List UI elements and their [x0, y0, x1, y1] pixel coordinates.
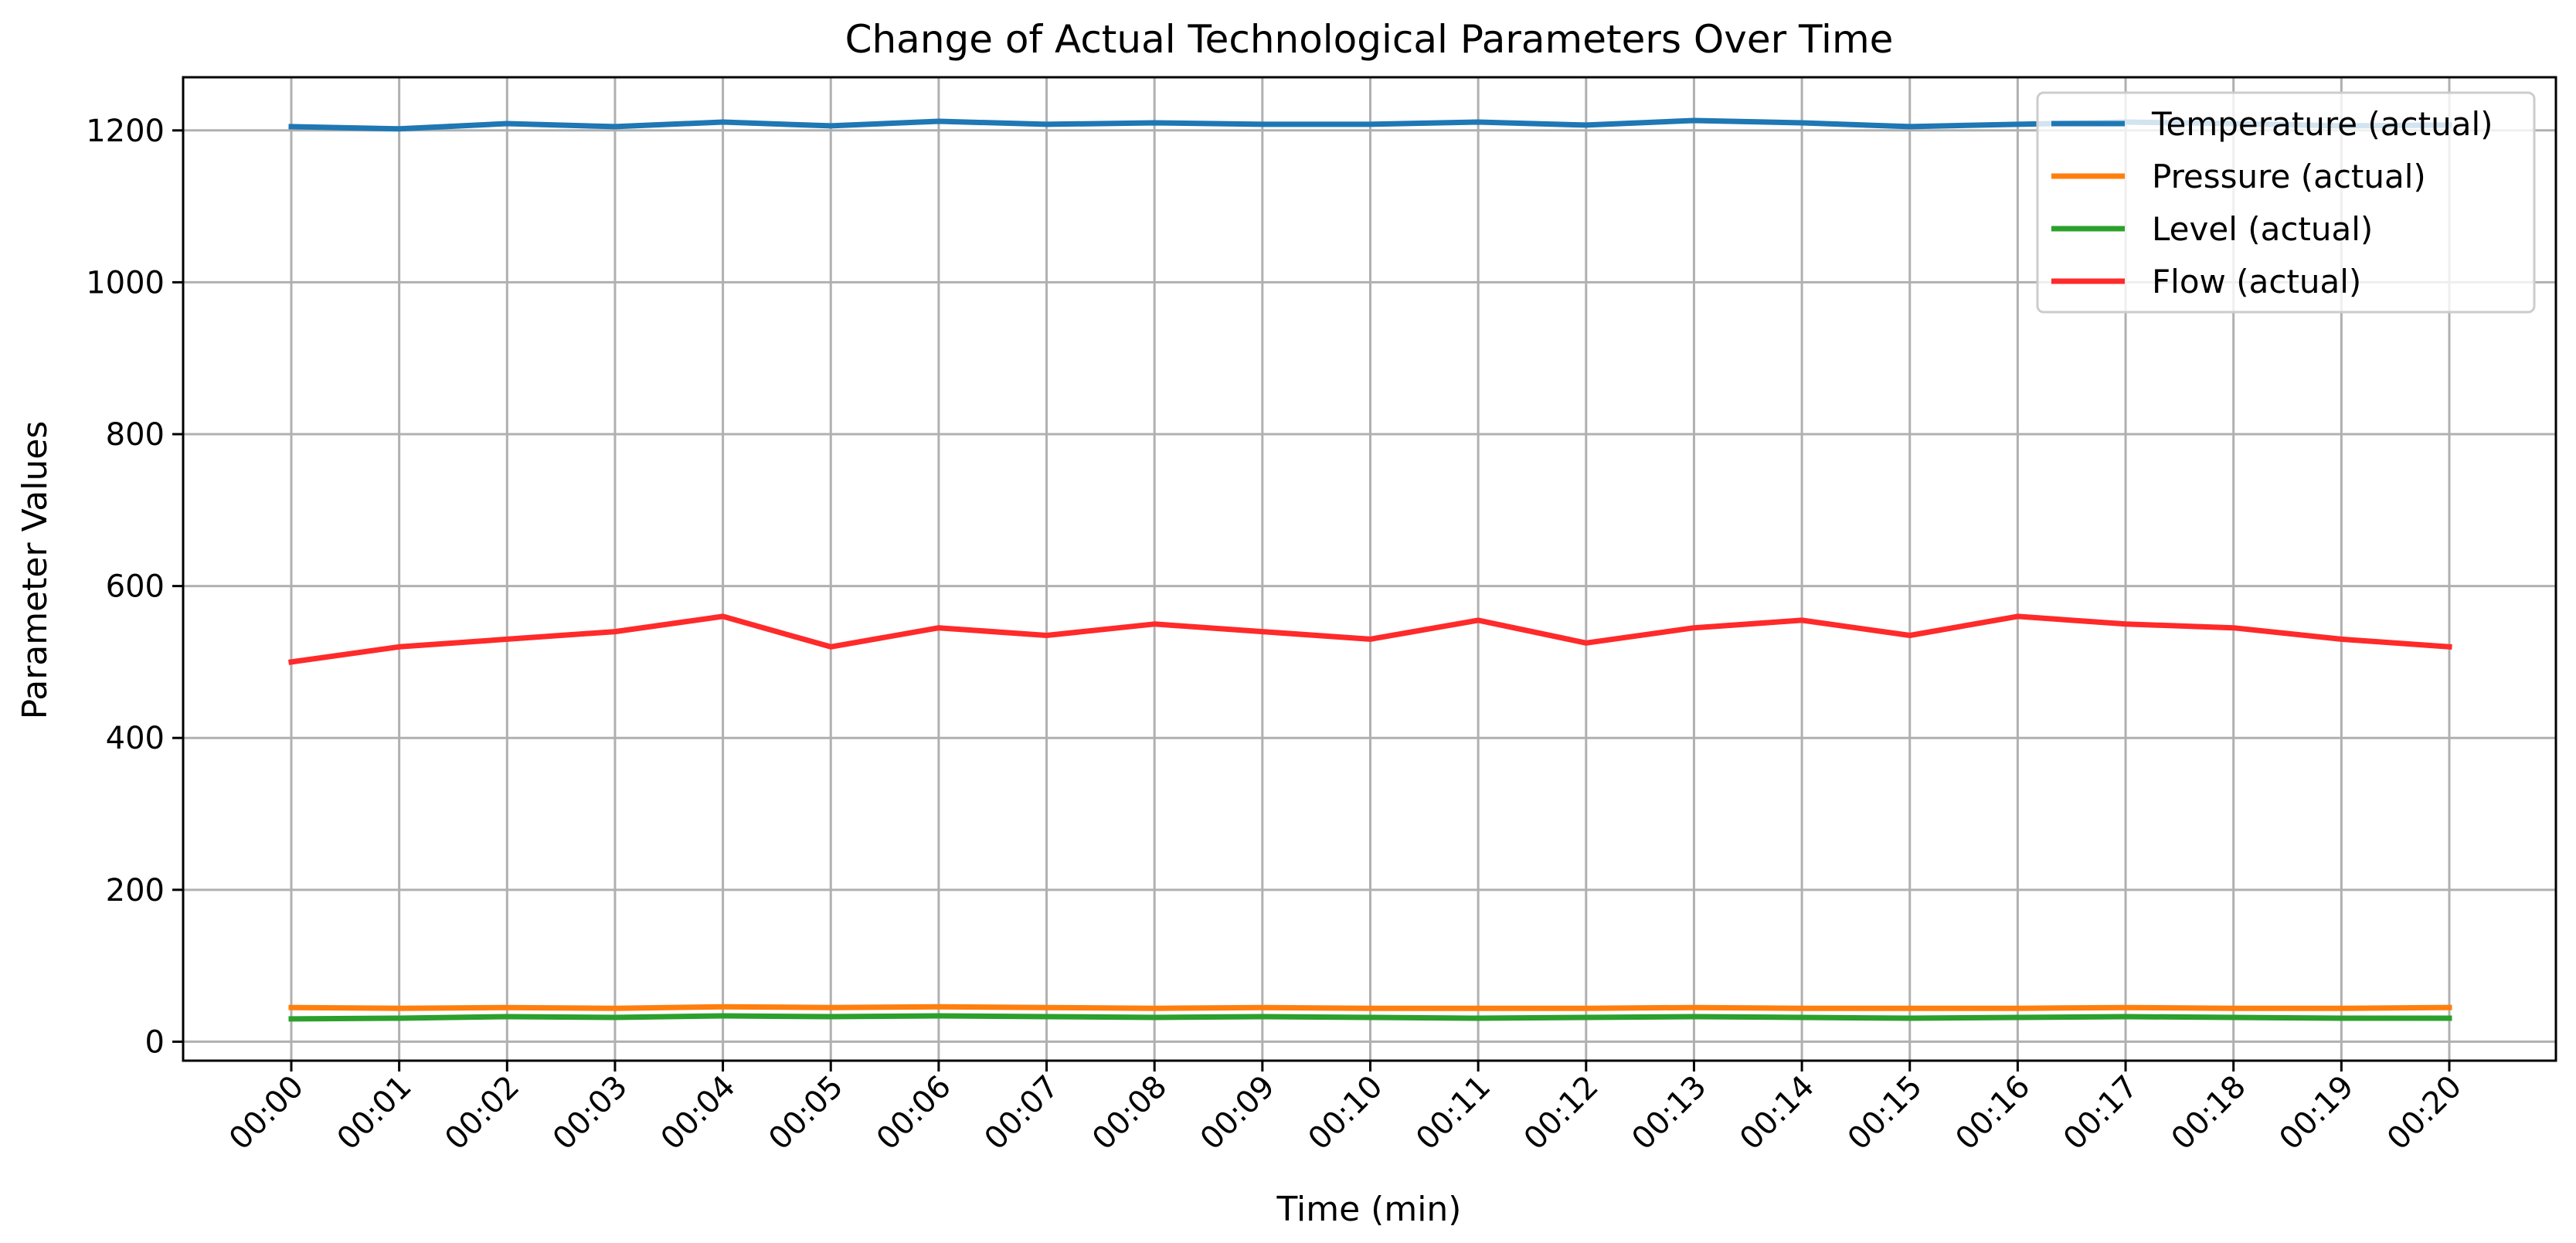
- legend-label: Pressure (actual): [2152, 158, 2426, 195]
- y-tick-label: 200: [106, 873, 165, 908]
- series-line: [288, 1013, 2452, 1022]
- y-tick-label: 1000: [86, 265, 165, 301]
- chart-title: Change of Actual Technological Parameter…: [845, 17, 1894, 62]
- y-axis-label: Parameter Values: [15, 421, 55, 720]
- series-lines: [288, 117, 2452, 1022]
- legend-label: Flow (actual): [2152, 263, 2361, 301]
- grid-lines: [183, 77, 2556, 1061]
- legend: Temperature (actual) Pressure (actual) Lev…: [2036, 91, 2536, 314]
- legend-items: Temperature (actual) Pressure (actual) Lev…: [2051, 105, 2493, 301]
- legend-box: [2036, 91, 2536, 314]
- y-tick-label: 1200: [86, 114, 165, 149]
- y-tick-label: 0: [145, 1024, 165, 1060]
- y-tick-label: 800: [106, 417, 165, 453]
- legend-label: Level (actual): [2152, 210, 2373, 248]
- x-axis-label: Time (min): [1276, 1190, 1462, 1229]
- series-line: [288, 1004, 2452, 1011]
- legend-label: Temperature (actual): [2151, 105, 2493, 143]
- y-tick-label: 600: [106, 569, 165, 605]
- y-tick-label: 400: [106, 721, 165, 756]
- series-line: [288, 613, 2452, 665]
